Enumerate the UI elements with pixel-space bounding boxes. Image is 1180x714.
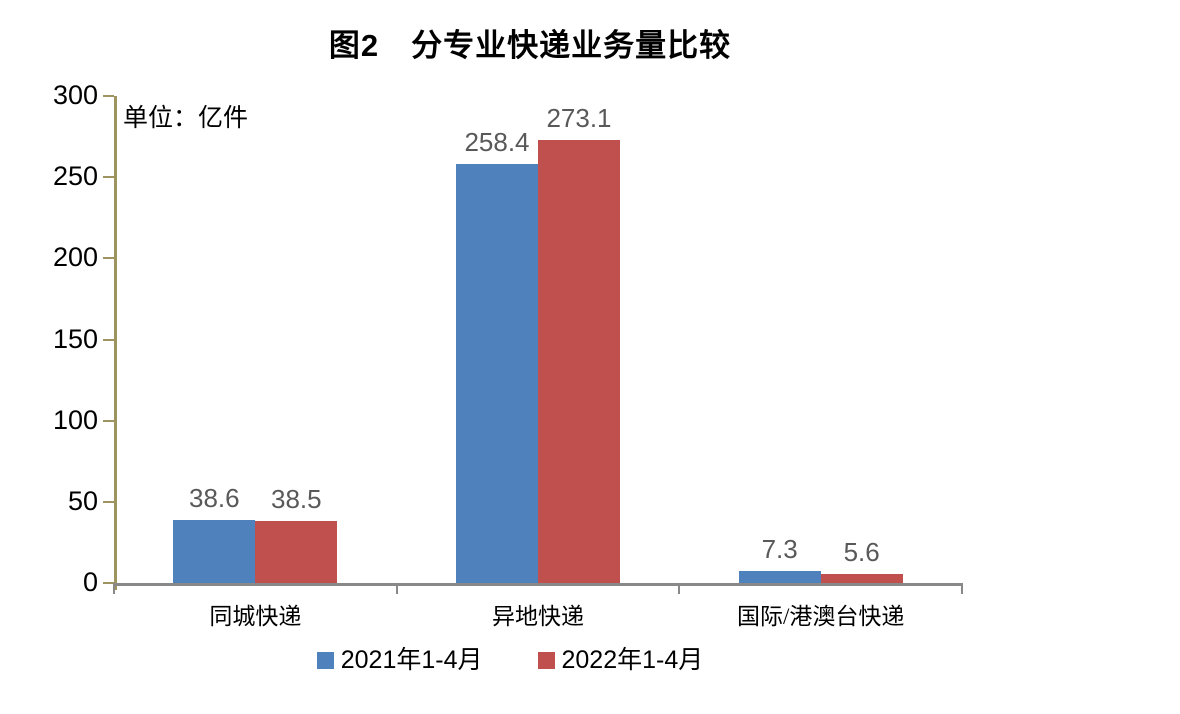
y-axis-tick-label: 100 — [52, 404, 98, 435]
value-label: 38.5 — [271, 483, 322, 514]
y-axis-tick — [103, 338, 114, 341]
value-label: 7.3 — [761, 534, 798, 565]
y-axis-tick — [103, 582, 114, 584]
bar-同城快递-2021年1-4月 — [173, 520, 256, 583]
legend: 2021年1-4月 2022年1-4月 — [0, 648, 1020, 673]
bar-异地快递-2021年1-4月 — [456, 163, 538, 583]
x-axis-tick — [678, 586, 681, 594]
legend-label-2022: 2022年1-4月 — [561, 646, 704, 674]
x-axis-line — [113, 583, 963, 586]
bar-国际/港澳台快递-2021年1-4月 — [738, 571, 821, 583]
x-axis-tick — [961, 586, 963, 594]
y-axis-tick — [103, 176, 114, 179]
value-label: 258.4 — [464, 126, 530, 157]
chart-title: 图2 分专业快递业务量比较 — [328, 28, 732, 63]
value-label: 38.6 — [189, 483, 240, 514]
y-axis-tick-label: 50 — [67, 485, 98, 516]
bar-国际/港澳台快递-2022年1-4月 — [820, 573, 903, 583]
x-axis-tick — [113, 586, 115, 594]
x-axis-tick — [395, 586, 398, 594]
value-label: 273.1 — [546, 102, 612, 133]
y-axis-tick-label: 150 — [52, 323, 98, 354]
y-axis-line — [114, 96, 117, 590]
category-label: 异地快递 — [492, 604, 584, 629]
y-axis-tick — [103, 500, 114, 503]
bar-同城快递-2022年1-4月 — [255, 520, 338, 583]
category-label: 同城快递 — [209, 604, 302, 629]
bar-异地快递-2022年1-4月 — [538, 139, 620, 583]
y-axis-tick-label: 300 — [52, 80, 98, 110]
legend-swatch-2021-icon — [316, 652, 334, 669]
legend-entry-2021: 2021年1-4月 — [316, 646, 483, 674]
legend-label-2021: 2021年1-4月 — [340, 646, 483, 674]
y-axis-tick-label: 200 — [52, 242, 98, 273]
category-label: 国际/港澳台快递 — [736, 604, 905, 629]
y-axis-tick — [103, 95, 114, 97]
unit-label: 单位：亿件 — [123, 105, 249, 132]
y-axis-tick — [103, 419, 114, 422]
y-axis-tick — [103, 257, 114, 260]
value-label: 5.6 — [843, 536, 880, 567]
legend-swatch-2022-icon — [537, 652, 555, 669]
legend-entry-2022: 2022年1-4月 — [537, 646, 704, 674]
y-axis-tick-label: 250 — [52, 161, 98, 192]
y-axis-tick-label: 0 — [82, 567, 98, 597]
